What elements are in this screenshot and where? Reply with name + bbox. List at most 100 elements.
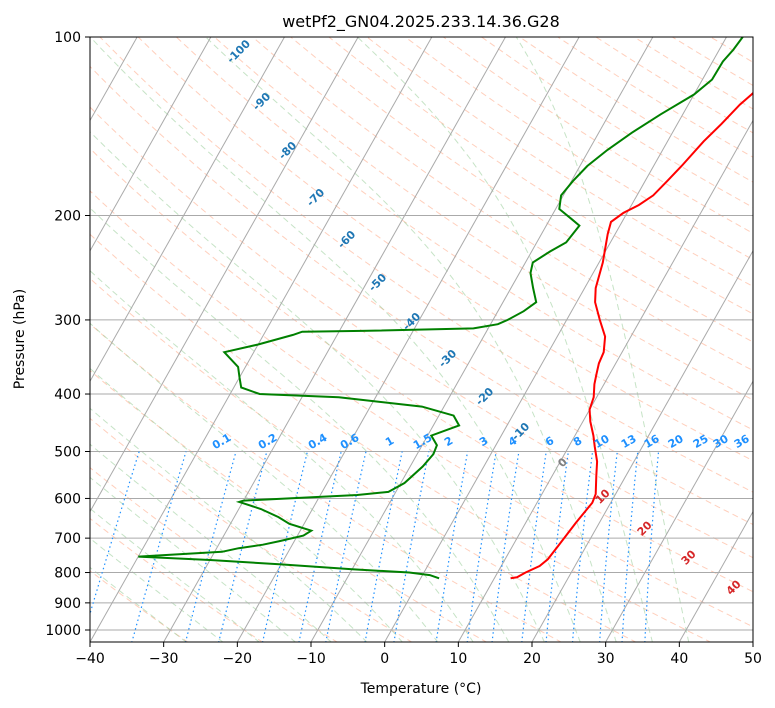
- isotherm: [384, 37, 727, 642]
- y-tick-label: 500: [54, 444, 81, 460]
- y-axis-ticks: 100 200 300 400 500 600 700 800 900 1000: [45, 30, 90, 639]
- mixing-ratio-line: [491, 451, 520, 642]
- chart-title: wetPf2_GN04.2025.233.14.36.G28: [282, 12, 560, 32]
- x-tick-label: 50: [744, 651, 762, 667]
- mixing-ratio-label: 25: [691, 432, 711, 451]
- mixing-ratio-label: 1.5: [411, 431, 434, 452]
- x-tick-label: 10: [449, 651, 467, 667]
- y-tick-label: 600: [54, 491, 81, 507]
- pressure-gridlines: [90, 37, 753, 631]
- mixing-ratio-line: [185, 451, 237, 642]
- dry-adiabat: [90, 517, 264, 642]
- x-axis-title: Temperature (°C): [360, 681, 482, 697]
- mixing-ratio-label: 0.2: [256, 431, 279, 452]
- dry-adiabat: [404, 37, 753, 261]
- dry-adiabat: [90, 570, 189, 642]
- dry-adiabat: [90, 466, 338, 642]
- isotherm: [90, 37, 359, 513]
- isotherm: [531, 249, 753, 642]
- dry-adiabat: [90, 323, 562, 642]
- isotherm: [90, 37, 212, 252]
- y-tick-label: 200: [54, 209, 81, 225]
- moist-adiabat: [90, 566, 187, 642]
- moist-adiabats: [90, 37, 690, 642]
- moist-adiabat: [90, 322, 439, 642]
- wet-bulb-label: -80: [276, 139, 299, 162]
- dry-adiabat: [90, 277, 637, 642]
- wet-bulb-label: -70: [304, 186, 327, 209]
- mixing-ratio-label: 20: [666, 432, 686, 451]
- mixing-ratio-label: 1: [383, 434, 396, 449]
- x-tick-label: 30: [597, 651, 615, 667]
- isotherm: [90, 37, 285, 383]
- sounding-traces: [138, 37, 753, 580]
- mixing-ratio-line: [90, 451, 140, 616]
- dry-adiabat: [175, 37, 753, 431]
- dry-adiabat: [252, 37, 753, 372]
- mixing-ratio-label: 0.1: [210, 431, 233, 452]
- moist-adiabat: [90, 207, 510, 642]
- y-tick-label: 900: [54, 596, 81, 612]
- isotherms: [90, 37, 753, 642]
- mixing-ratio-line: [621, 451, 639, 642]
- moist-adiabat: [90, 476, 296, 642]
- isotherm: [457, 119, 753, 642]
- dry-adiabat: [90, 147, 753, 593]
- moist-adiabat: [90, 443, 332, 642]
- mixing-ratio-label: 2: [442, 434, 455, 449]
- mixing-ratio-line: [131, 451, 187, 642]
- mixing-ratio-label: 13: [619, 432, 639, 451]
- wet-bulb-label: -30: [436, 347, 459, 370]
- wet-bulb-label: -60: [335, 228, 358, 251]
- mixing-ratio-label: 0.6: [338, 431, 362, 452]
- mixing-ratio-line: [599, 451, 618, 642]
- dry-adiabat-label: 30: [679, 547, 699, 567]
- x-axis-ticks: −40 −30 −20 −10 0 10 20 30 40 50: [75, 642, 762, 667]
- y-tick-label: 700: [54, 531, 81, 547]
- dry-adiabat: [443, 37, 753, 234]
- isotherm: [310, 37, 654, 642]
- mixing-ratio-line: [262, 451, 308, 642]
- dry-adiabat: [633, 37, 753, 110]
- mixing-ratio-label: 6: [543, 434, 556, 449]
- dry-adiabat: [137, 37, 753, 462]
- x-tick-label: −10: [296, 651, 326, 667]
- x-tick-label: 0: [380, 651, 389, 667]
- dry-adiabat: [366, 37, 753, 288]
- y-axis-title: Pressure (hPa): [12, 289, 28, 389]
- mixing-ratio-line: [325, 451, 367, 642]
- mixing-ratio-line: [545, 451, 569, 642]
- dry-adiabat: [90, 369, 488, 642]
- mixing-ratio-line: [466, 451, 497, 642]
- dry-adiabat: [557, 37, 753, 158]
- dry-adiabat: [90, 190, 753, 628]
- moist-adiabat: [205, 37, 617, 642]
- moist-adiabat: [90, 270, 474, 642]
- wet-bulb-label: -100: [224, 37, 253, 66]
- isotherm: [236, 37, 580, 642]
- y-tick-label: 800: [54, 566, 81, 582]
- dry-adiabat: [519, 37, 753, 183]
- dry-adiabat: [710, 37, 753, 63]
- dry-adiabat: [99, 37, 753, 493]
- dry-adiabat: [90, 106, 753, 559]
- isotherm: [752, 640, 753, 642]
- wet-bulb-label: -20: [473, 385, 496, 408]
- dry-adiabat: [90, 233, 712, 642]
- moist-adiabat: [357, 37, 653, 642]
- mixing-ratio-label: 36: [732, 432, 752, 451]
- mixing-ratio-line: [393, 451, 430, 642]
- moist-adiabat: [90, 37, 581, 642]
- mixing-ratio-line: [521, 451, 547, 642]
- y-tick-label: 1000: [45, 623, 81, 639]
- plot-frame: [89, 36, 754, 643]
- isotherm: [163, 37, 506, 642]
- moist-adiabat: [515, 37, 690, 642]
- moist-adiabat: [90, 537, 224, 642]
- x-tick-label: −30: [149, 651, 179, 667]
- dewpoint-trace: [138, 37, 744, 580]
- plot-area: -100-90-80-70-60-50-40-30-20-100.1 0.2 0.4…: [90, 37, 753, 642]
- y-tick-label: 100: [54, 30, 81, 46]
- x-tick-label: −40: [75, 651, 105, 667]
